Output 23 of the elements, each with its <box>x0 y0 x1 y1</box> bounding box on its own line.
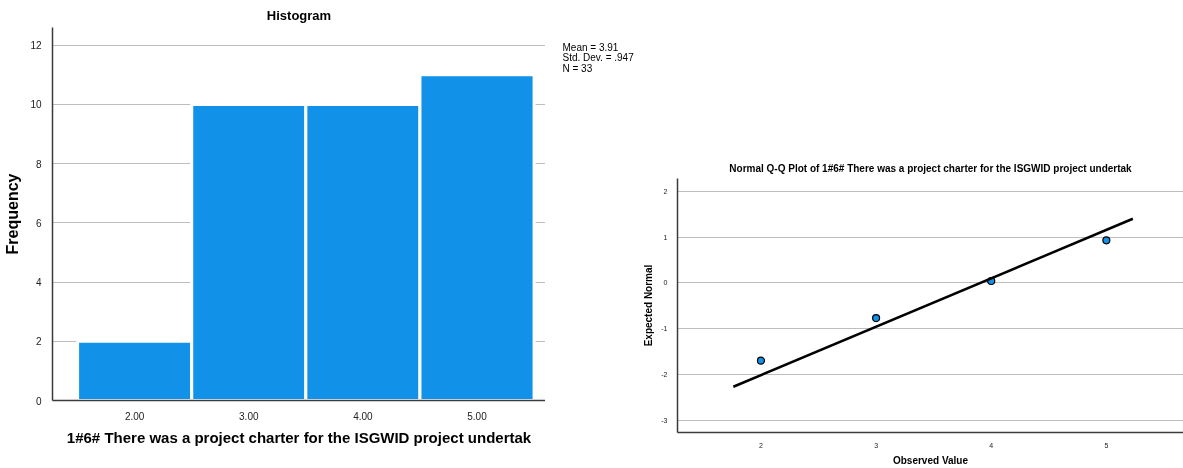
x-tick-label: 4.00 <box>353 410 374 422</box>
y-tick-label: 12 <box>30 40 42 52</box>
x-axis-title: 1#6# There was a project charter for the ISGWID project undertak <box>66 428 532 446</box>
y-tick-label: 4 <box>35 277 42 289</box>
chart-title: Histogram <box>266 7 332 23</box>
text: N = 33 <box>562 62 593 74</box>
y-tick-label: 0 <box>35 395 42 407</box>
point <box>872 313 881 323</box>
y-axis-title: Frequency <box>4 173 22 255</box>
y-tick-label: 10 <box>30 99 42 111</box>
point <box>1102 236 1111 245</box>
x-tick-label: 3.00 <box>239 410 259 422</box>
y-tick-label: 2 <box>35 336 42 348</box>
y-tick-label: 8 <box>35 158 42 170</box>
chart-title: Normal Q-Q Plot of 1#6# There was a project charter for the ISGWID project undertak <box>729 162 1133 174</box>
y-axis-title: Expected Normal <box>643 264 655 347</box>
text: Std. Dev. = .947 <box>562 52 635 63</box>
x-tick-label: 5.00 <box>467 410 488 422</box>
point <box>756 356 766 365</box>
x-tick-label: 2.00 <box>124 410 145 422</box>
x-axis-title: Observed Value <box>892 454 969 466</box>
y-tick-label: 6 <box>35 217 42 229</box>
text: Mean = 3.91 <box>562 41 619 53</box>
